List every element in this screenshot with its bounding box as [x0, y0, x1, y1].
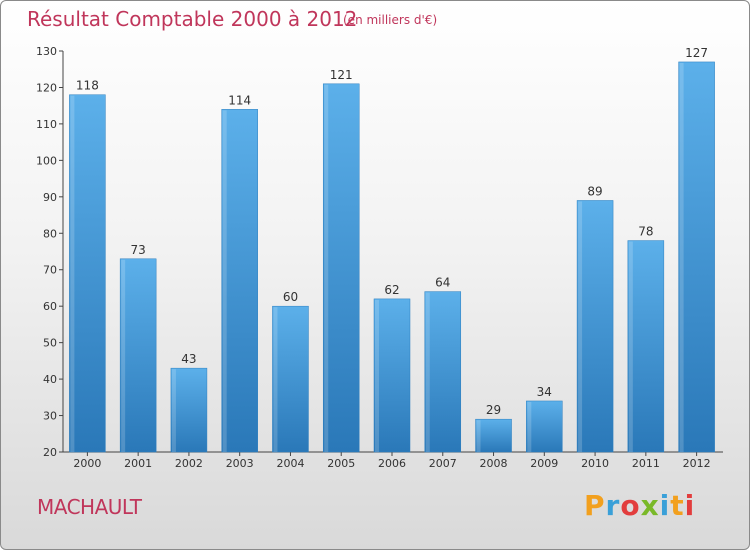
bar-value-label: 121: [330, 68, 353, 82]
x-tick-label: 2008: [480, 457, 508, 470]
logo-letter: o: [620, 489, 641, 522]
chart-bars: [69, 61, 715, 453]
logo-letter: i: [684, 489, 696, 522]
bar-value-label: 89: [587, 184, 602, 198]
bar-value-label: 60: [283, 290, 298, 304]
bar-highlight: [527, 401, 532, 452]
bar-2009: [526, 400, 563, 453]
y-tick-label: 130: [36, 45, 57, 58]
bar-highlight: [578, 201, 583, 452]
proxiti-logo[interactable]: Proxiti: [584, 489, 695, 522]
bar-value-label: 118: [76, 79, 99, 93]
commune-name: MACHAULT: [37, 495, 142, 519]
x-tick-label: 2004: [276, 457, 304, 470]
bar-2002: [170, 367, 208, 453]
x-tick-label: 2012: [683, 457, 711, 470]
bar-value-label: 73: [131, 243, 146, 257]
bar-highlight: [476, 420, 481, 452]
bar-2007: [424, 291, 462, 453]
chart-axes: 20 30 40 50 60 70 80 90 100 110 120 130: [36, 45, 723, 459]
bar-highlight: [121, 259, 126, 452]
x-tick-label: 2010: [581, 457, 609, 470]
y-tick-label: 60: [43, 300, 57, 313]
x-tick-label: 2007: [429, 457, 457, 470]
logo-letter: t: [670, 489, 685, 522]
x-tick-label: 2009: [530, 457, 558, 470]
bar-2008: [475, 418, 512, 453]
chart-title: Résultat Comptable 2000 à 2012: [27, 7, 358, 31]
bar-value-label: 43: [181, 352, 196, 366]
bar-value-label: 127: [685, 46, 708, 60]
x-tick-label: 2002: [175, 457, 203, 470]
y-tick-label: 40: [43, 373, 57, 386]
x-tick-label: 2003: [226, 457, 254, 470]
bar-highlight: [375, 299, 379, 452]
bar-value-label: 62: [384, 283, 399, 297]
bar-2000: [69, 94, 106, 453]
bar-2006: [373, 298, 411, 453]
bar-2012: [678, 61, 715, 453]
bar-2011: [627, 240, 665, 453]
x-tick-label: 2011: [632, 457, 660, 470]
bar-highlight: [324, 84, 329, 453]
x-tick-label: 2006: [378, 457, 406, 470]
y-tick-label: 30: [43, 410, 57, 423]
bar-2001: [119, 258, 157, 453]
y-tick-label: 120: [36, 81, 57, 94]
bar-value-label: 114: [228, 93, 251, 107]
logo-letter: x: [640, 489, 660, 522]
bar-value-label: 64: [435, 276, 450, 290]
x-tick-label: 2005: [327, 457, 355, 470]
y-tick-label: 80: [43, 227, 57, 240]
bar-2010: [576, 200, 614, 453]
bar-value-label: 34: [537, 385, 552, 399]
bar-2004: [272, 305, 309, 453]
logo-letter: P: [584, 489, 606, 522]
bar-highlight: [222, 110, 227, 452]
bar-highlight: [273, 307, 278, 452]
y-tick-label: 110: [36, 118, 57, 131]
chart-labels: 118 2000 73 2001 43 2002 114 2003 60 2004 121 2005 6…: [73, 46, 710, 470]
bar-value-label: 78: [638, 225, 653, 239]
x-tick-label: 2000: [73, 457, 101, 470]
logo-letter: i: [659, 489, 671, 522]
bar-highlight: [425, 292, 430, 452]
y-tick-label: 20: [43, 446, 57, 459]
bar-highlight: [679, 62, 684, 452]
y-tick-label: 50: [43, 337, 57, 350]
bar-2005: [322, 83, 360, 453]
x-tick-label: 2001: [124, 457, 152, 470]
y-tick-label: 90: [43, 191, 57, 204]
y-tick-label: 70: [43, 264, 57, 277]
bar-2003: [221, 109, 258, 453]
chart-subtitle: (en milliers d'€): [343, 13, 438, 27]
y-tick-label: 100: [36, 154, 57, 167]
logo-letter: r: [605, 489, 621, 522]
bar-highlight: [70, 95, 75, 452]
bar-value-label: 29: [486, 403, 501, 417]
bar-highlight: [171, 369, 176, 452]
bar-highlight: [628, 241, 633, 452]
